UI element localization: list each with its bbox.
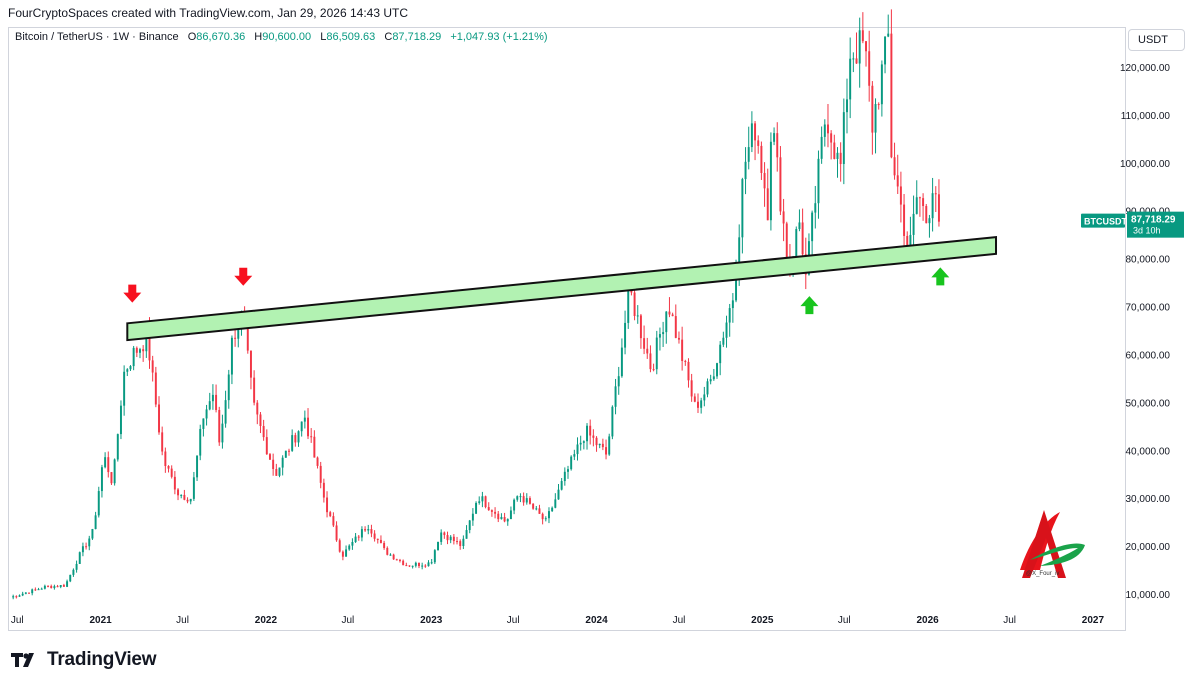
last-price-badge — [1127, 211, 1184, 238]
chart-frame — [8, 27, 1126, 631]
bar-countdown-text: 3d 10h — [1133, 226, 1161, 236]
tradingview-brand-text: TradingView — [47, 649, 157, 670]
chart-caption: FourCryptoSpaces created with TradingVie… — [8, 6, 408, 20]
high-label: H — [254, 31, 263, 43]
symbol-label[interactable]: Bitcoin / TetherUS · 1W · Binance — [15, 31, 179, 43]
high-value: 90,600.00 — [262, 31, 312, 43]
y-tick-label: 30,000.00 — [1126, 494, 1171, 505]
y-tick-label: 40,000.00 — [1126, 446, 1171, 457]
last-price-text: 87,718.29 — [1131, 215, 1176, 226]
y-tick-label: 120,000.00 — [1120, 63, 1170, 74]
y-tick-label: 100,000.00 — [1120, 159, 1170, 170]
low-value: 86,509.63 — [326, 31, 376, 43]
open-label: O — [187, 31, 197, 43]
close-label: C — [384, 31, 393, 43]
y-tick-label: 80,000.00 — [1126, 255, 1171, 266]
y-tick-label: 50,000.00 — [1126, 398, 1171, 409]
y-tick-label: 70,000.00 — [1126, 303, 1171, 314]
y-tick-label: 10,000.00 — [1126, 590, 1171, 601]
tradingview-logo-icon — [11, 653, 34, 667]
y-tick-label: 110,000.00 — [1121, 111, 1171, 122]
currency-button[interactable]: USDT — [1128, 29, 1185, 51]
tradingview-logo[interactable]: TradingView — [11, 648, 157, 672]
low-label: L — [320, 31, 327, 43]
open-value: 86,670.36 — [196, 31, 246, 43]
close-value: 87,718.29 — [392, 31, 442, 43]
y-tick-label: 20,000.00 — [1126, 542, 1171, 553]
y-tick-label: 60,000.00 — [1126, 350, 1171, 361]
ohlc-legend: Bitcoin / TetherUS · 1W · Binance O86,67… — [15, 31, 548, 43]
y-tick-label: 90,000.00 — [1126, 207, 1171, 218]
price-axis: 10,000.00 20,000.00 30,000.00 40,000.00 50,0… — [1120, 63, 1170, 601]
change-value: +1,047.93 (+1.21%) — [450, 31, 548, 43]
